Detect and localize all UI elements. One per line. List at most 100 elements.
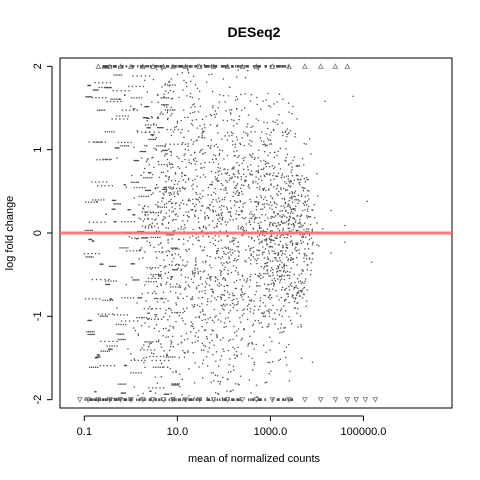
data-point: [234, 155, 236, 157]
data-point: [222, 348, 224, 350]
data-point: [262, 315, 264, 317]
data-point: [232, 125, 235, 127]
clipped-up-marker: [160, 63, 167, 69]
data-point: [169, 345, 172, 348]
data-point: [209, 184, 211, 186]
data-point: [242, 298, 244, 301]
data-point: [144, 398, 147, 401]
data-point: [175, 370, 177, 372]
data-point: [256, 103, 258, 106]
data-point: [170, 151, 173, 153]
data-point: [285, 243, 287, 245]
data-point: [118, 203, 120, 205]
data-point: [175, 292, 177, 294]
data-point: [160, 210, 162, 212]
data-point: [164, 217, 166, 219]
data-point: [192, 298, 194, 300]
data-point: [195, 65, 197, 68]
data-point: [273, 252, 275, 255]
data-point: [252, 398, 254, 401]
data-point: [270, 230, 272, 232]
data-point: [236, 201, 238, 203]
data-point: [185, 181, 187, 183]
data-point: [144, 366, 146, 368]
data-point: [231, 140, 234, 142]
data-point: [136, 159, 138, 162]
data-point: [134, 159, 136, 162]
data-point: [196, 160, 198, 162]
data-point: [196, 185, 198, 188]
data-point: [296, 312, 298, 314]
data-point: [285, 160, 287, 162]
data-point: [287, 175, 290, 177]
data-point: [202, 131, 205, 133]
data-point: [83, 253, 86, 255]
data-point: [330, 252, 332, 254]
data-point: [313, 204, 315, 206]
data-point: [278, 342, 280, 344]
clipped-up-marker: [302, 63, 308, 69]
data-point: [147, 281, 150, 283]
data-point: [197, 199, 200, 201]
data-point: [165, 97, 168, 99]
data-point: [173, 269, 175, 271]
data-point: [106, 315, 108, 317]
data-point: [294, 208, 296, 210]
data-point: [164, 97, 166, 99]
data-point: [155, 292, 157, 295]
data-point: [242, 227, 245, 229]
data-point: [107, 299, 109, 301]
data-point: [237, 98, 239, 100]
data-point: [129, 209, 131, 211]
data-point: [236, 162, 238, 164]
data-point: [206, 398, 209, 401]
data-point: [237, 65, 239, 68]
data-point: [239, 279, 241, 281]
data-point: [145, 211, 147, 213]
data-point: [173, 191, 175, 193]
data-point: [158, 176, 161, 178]
data-point: [248, 355, 250, 357]
data-point: [108, 348, 110, 350]
data-point: [136, 238, 138, 240]
data-point: [120, 100, 122, 103]
data-point: [266, 326, 268, 328]
data-point: [282, 222, 284, 224]
data-point: [309, 234, 311, 236]
data-point: [114, 98, 116, 100]
data-point: [295, 242, 297, 244]
data-point: [301, 290, 303, 292]
data-point: [106, 345, 108, 347]
data-point: [268, 250, 270, 252]
data-point: [229, 390, 231, 393]
data-point: [264, 65, 266, 68]
data-point: [226, 172, 229, 174]
data-point: [197, 111, 200, 113]
data-point: [96, 201, 98, 203]
data-point: [231, 134, 233, 137]
data-point: [96, 221, 98, 223]
data-point: [316, 222, 318, 224]
data-point: [250, 174, 252, 176]
data-point: [219, 296, 222, 298]
data-point: [174, 214, 176, 216]
data-point: [270, 179, 272, 181]
data-point: [273, 172, 275, 174]
data-point: [286, 364, 288, 366]
data-point: [243, 328, 245, 330]
data-point: [123, 398, 125, 401]
data-point: [106, 398, 108, 401]
data-point: [251, 236, 253, 239]
data-point: [291, 323, 293, 325]
data-point: [216, 179, 218, 181]
data-point: [195, 257, 197, 259]
data-point: [224, 289, 226, 292]
data-point: [146, 91, 148, 93]
data-point: [239, 200, 241, 202]
data-point: [209, 276, 211, 278]
data-point: [202, 359, 205, 361]
data-point: [177, 215, 179, 217]
data-point: [199, 305, 201, 307]
data-point: [272, 398, 274, 401]
data-point: [262, 251, 264, 254]
